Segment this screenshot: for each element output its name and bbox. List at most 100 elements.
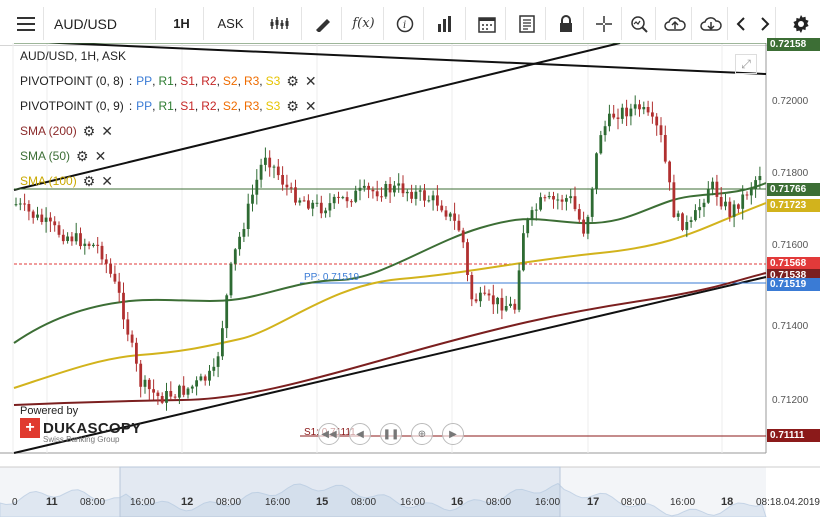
play-icon[interactable]: ▶	[442, 423, 464, 445]
info-button[interactable]: i	[386, 7, 424, 40]
pause-icon[interactable]: ❚❚	[380, 423, 402, 445]
bullish-candle	[36, 214, 39, 218]
indicators-button[interactable]: f(x)	[344, 7, 384, 40]
bearish-candle	[100, 245, 104, 260]
close-icon[interactable]: ✕	[304, 73, 317, 89]
calendar-button[interactable]	[468, 7, 506, 40]
draw-tool-button[interactable]	[304, 7, 342, 40]
bearish-candle	[169, 391, 173, 397]
bullish-candle	[522, 233, 525, 271]
expand-icon[interactable]: ⤢	[735, 54, 757, 74]
chart-type-button[interactable]	[258, 7, 302, 40]
pivot-r1: R1	[158, 74, 174, 88]
download-button[interactable]	[694, 7, 728, 40]
time-tick: 08:00	[351, 497, 377, 508]
upload-button[interactable]	[658, 7, 692, 40]
gear-icon[interactable]: ⚙	[76, 148, 89, 164]
news-button[interactable]	[508, 7, 546, 40]
close-icon[interactable]: ✕	[101, 123, 113, 139]
bullish-candle	[14, 204, 18, 206]
price-tick: 0.71400	[772, 321, 809, 332]
gear-icon[interactable]: ⚙	[82, 123, 96, 139]
candles-icon	[270, 16, 288, 29]
scroll-right-button[interactable]	[754, 7, 776, 40]
bearish-candle	[745, 194, 749, 196]
bearish-candle	[104, 259, 108, 264]
price-tag-current: 0.71568	[767, 257, 820, 270]
bearish-candle	[117, 281, 121, 293]
price-side-selector[interactable]: ASK	[208, 7, 254, 40]
sma100-indicator: SMA (100) ⚙ ✕	[20, 174, 113, 188]
bullish-candle	[698, 207, 702, 211]
rewind-icon[interactable]: ◀◀	[318, 423, 340, 445]
back-icon[interactable]: ◀	[349, 423, 371, 445]
pivot-pp: PP	[136, 74, 153, 88]
bearish-candle	[276, 166, 280, 176]
time-tick: 16:00	[130, 497, 156, 508]
bearish-candle	[23, 203, 26, 205]
price-chart[interactable]	[0, 43, 820, 517]
sma50-indicator: SMA (50) ⚙ ✕	[20, 149, 106, 163]
gear-icon[interactable]: ⚙	[286, 73, 299, 89]
bearish-candle	[294, 187, 297, 203]
zoom-reset-icon[interactable]: ⊕	[411, 423, 433, 445]
bullish-candle	[358, 187, 362, 191]
bullish-candle	[642, 107, 646, 110]
bullish-candle	[225, 295, 229, 329]
bearish-candle	[345, 197, 349, 202]
bearish-candle	[500, 297, 504, 311]
time-tick: 08:00	[216, 497, 242, 508]
bearish-candle	[423, 190, 426, 201]
pivot-pp: PP	[136, 99, 153, 113]
bearish-candle	[285, 184, 289, 188]
pivot-s2: S2	[222, 74, 238, 88]
volume-button[interactable]	[426, 7, 466, 40]
zoom-button[interactable]	[622, 7, 656, 40]
bullish-candle	[530, 210, 534, 220]
price-tag-s1: 0.71111	[767, 429, 820, 442]
time-tick: 08:00	[621, 497, 647, 508]
price-tag-sma50: 0.71766	[767, 183, 820, 196]
bearish-candle	[659, 125, 663, 135]
scroll-left-button[interactable]	[730, 7, 752, 40]
bullish-candle	[479, 292, 482, 302]
bullish-candle	[208, 370, 211, 381]
close-icon[interactable]: ✕	[304, 98, 317, 114]
bearish-candle	[483, 292, 487, 294]
pp-line-label: PP: 0.71519	[304, 272, 360, 283]
gear-icon	[793, 14, 809, 33]
chart-area[interactable]: AUD/USD, 1H, ASK PIVOTPOINT (0, 8) : PP,…	[0, 38, 820, 517]
pivot-r2: R2	[201, 99, 217, 113]
lock-button[interactable]	[548, 7, 584, 40]
sma200-line	[13, 272, 767, 406]
timeframe-selector[interactable]: 1H	[160, 7, 204, 40]
bearish-candle	[470, 275, 474, 300]
time-tick: 16:00	[535, 497, 561, 508]
bullish-candle	[384, 184, 388, 197]
close-icon[interactable]: ✕	[94, 148, 107, 164]
close-icon[interactable]: ✕	[101, 173, 113, 189]
bullish-candle	[199, 376, 203, 381]
bearish-candle	[87, 243, 91, 246]
support-trendline	[13, 276, 767, 454]
crosshair-icon	[595, 15, 612, 32]
sma200-name: SMA (200)	[20, 124, 77, 138]
sma100-name: SMA (100)	[20, 174, 77, 188]
crosshair-button[interactable]	[586, 7, 622, 40]
bearish-candle	[543, 197, 547, 199]
bearish-candle	[109, 263, 112, 274]
pencil-icon	[315, 18, 330, 32]
document-icon	[518, 14, 535, 33]
sma200-indicator: SMA (200) ⚙ ✕	[20, 124, 113, 138]
menu-icon[interactable]	[8, 7, 44, 40]
bullish-candle	[315, 202, 319, 204]
gear-icon[interactable]: ⚙	[82, 173, 96, 189]
powered-by-text: Powered by	[20, 405, 79, 417]
bullish-candle	[186, 388, 190, 395]
navigator-window	[119, 466, 561, 517]
gear-icon[interactable]: ⚙	[286, 98, 299, 114]
settings-button[interactable]	[786, 7, 816, 40]
price-tick: 0.71200	[772, 395, 809, 406]
bearish-candle	[61, 234, 65, 242]
symbol-selector[interactable]: AUD/USD	[44, 8, 156, 40]
